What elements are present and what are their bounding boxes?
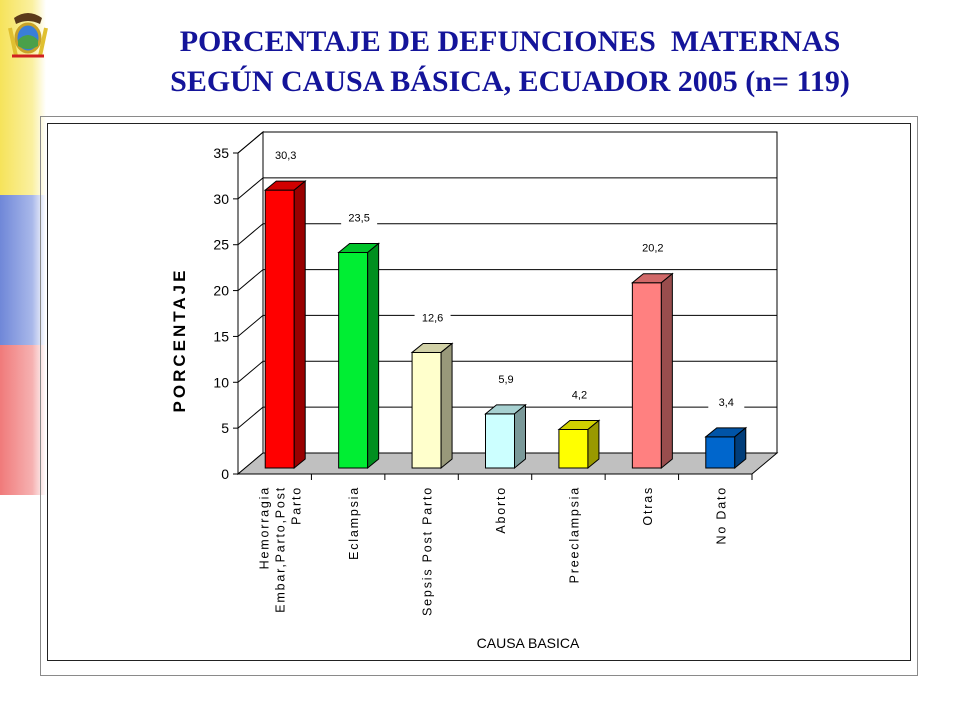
data-label-bg (341, 209, 378, 226)
gridline-side (237, 315, 264, 337)
bar-side (734, 426, 747, 470)
chart-inner-frame (47, 123, 911, 661)
coat-of-arms-icon (8, 13, 48, 58)
bar-side (587, 419, 600, 470)
x-category-label: Otras (641, 486, 655, 526)
data-label-bg (708, 393, 745, 410)
bar-side (514, 403, 526, 470)
data-label-bg (561, 386, 598, 403)
data-label-bg (267, 147, 304, 164)
data-label-bg (634, 239, 671, 256)
x-axis-title: CAUSA BASICA (477, 635, 580, 651)
gridline-side (237, 223, 264, 246)
x-category-label: No Dato (714, 486, 728, 544)
bar (705, 436, 736, 469)
y-tick-label: 25 (213, 237, 229, 253)
gridline-side (237, 177, 264, 200)
data-label: 5,9 (498, 374, 513, 386)
y-tick-label: 10 (213, 374, 229, 390)
flag-red-stripe (0, 345, 46, 495)
y-tick-label: 30 (213, 191, 229, 207)
y-axis-title: PORCENTAJE (170, 268, 189, 413)
gridline-side (237, 131, 264, 154)
x-category-label: Hemorragia (258, 486, 272, 569)
bar (485, 413, 515, 469)
chart-side-wall (237, 130, 264, 476)
flag-blue-stripe (0, 195, 46, 345)
x-category-label: Parto (290, 486, 304, 525)
x-category-label: Aborto (494, 486, 508, 534)
y-tick-label: 15 (213, 328, 229, 344)
page-title: PORCENTAJE DE DEFUNCIONES MATERNAS SEGÚN… (60, 22, 960, 102)
data-label: 30,3 (275, 150, 296, 162)
data-label: 23,5 (348, 212, 369, 224)
gridline-side (237, 406, 264, 429)
bar-side (367, 242, 380, 470)
gridline-side (237, 269, 264, 291)
data-label-bg (414, 309, 451, 326)
data-label-bg (488, 370, 524, 387)
x-category-label: Eclampsia (347, 486, 361, 560)
title-line-2: SEGÚN CAUSA BÁSICA, ECUADOR 2005 (n= 119… (170, 65, 850, 98)
bar (264, 189, 295, 469)
y-tick-label: 0 (221, 466, 229, 482)
y-tick-label: 5 (221, 420, 229, 436)
y-tick-label: 20 (213, 283, 229, 299)
x-category-label: Sepsis Post Parto (421, 486, 435, 616)
bar (558, 428, 589, 469)
x-category-label: Embar,Parto,Post (274, 486, 288, 613)
data-label: 12,6 (422, 312, 443, 324)
data-label: 3,4 (719, 397, 734, 409)
bar-side (293, 180, 306, 470)
chart-outer-frame (40, 116, 918, 676)
bar (338, 251, 369, 469)
bar (411, 351, 442, 469)
bar-side (440, 342, 453, 470)
x-category-label: Preeclampsia (567, 486, 581, 583)
gridline-side (237, 360, 264, 383)
data-label: 4,2 (572, 389, 587, 401)
bar (631, 282, 662, 469)
y-tick-label: 35 (213, 145, 229, 161)
bar-side (660, 272, 673, 470)
title-line-1: PORCENTAJE DE DEFUNCIONES MATERNAS (179, 25, 841, 58)
data-label: 20,2 (642, 243, 663, 255)
